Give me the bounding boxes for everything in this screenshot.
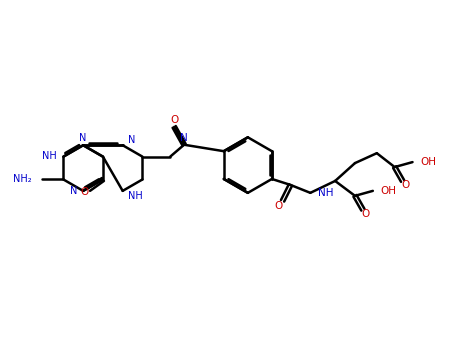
Text: O: O bbox=[362, 209, 370, 219]
Text: NH₂: NH₂ bbox=[13, 174, 32, 184]
Text: N: N bbox=[128, 135, 135, 145]
Text: OH: OH bbox=[420, 157, 436, 167]
Text: N: N bbox=[70, 186, 77, 196]
Text: OH: OH bbox=[381, 186, 397, 196]
Text: NH: NH bbox=[42, 150, 56, 161]
Text: O: O bbox=[401, 180, 410, 190]
Text: N: N bbox=[180, 133, 188, 143]
Text: O: O bbox=[80, 187, 88, 197]
Text: O: O bbox=[170, 115, 178, 125]
Text: N: N bbox=[80, 133, 87, 143]
Text: NH: NH bbox=[318, 188, 334, 198]
Text: O: O bbox=[274, 201, 283, 211]
Text: NH: NH bbox=[128, 191, 142, 201]
